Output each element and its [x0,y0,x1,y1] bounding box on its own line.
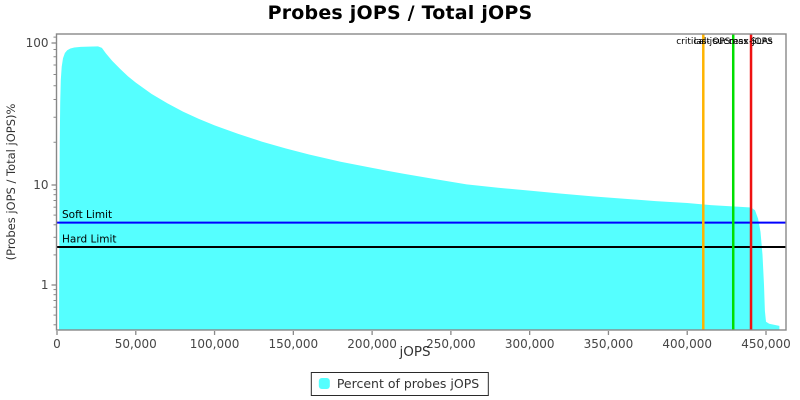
limit-label-hard-limit: Hard Limit [62,233,117,245]
y-tick-label: 1 [41,278,49,292]
limit-label-soft-limit: Soft Limit [62,209,112,221]
y-tick-label: 10 [33,178,48,192]
chart-title: Probes jOPS / Total jOPS [267,2,533,24]
x-tick-label: 400,000 [662,337,712,351]
x-tick-label: 450,000 [741,337,791,351]
x-tick-label: 300,000 [505,337,555,351]
plot-border [55,33,787,331]
marker-label-critical-jops: critical-jOPS [676,37,730,47]
legend-swatch-icon [318,378,330,389]
x-tick-label: 250,000 [426,337,476,351]
x-tick-label: 200,000 [347,337,397,351]
x-tick-label: 150,000 [269,337,319,351]
x-tick-label: 350,000 [584,337,634,351]
x-tick-label: 0 [53,337,61,351]
x-axis-label: jOPS [398,344,430,360]
legend: Percent of probes jOPS [310,372,490,396]
legend-label: Percent of probes jOPS [336,376,480,391]
y-axis-label: (Probes jOPS / Total jOPS)% [4,104,18,261]
marker-label-max-jops: max-jOPS [729,37,773,47]
x-tick-label: 100,000 [190,337,240,351]
y-tick-label: 100 [26,36,49,50]
area-series-percent-of-probes-jops [59,46,780,331]
x-tick-label: 50,000 [115,337,157,351]
marker-label-last-success-slas: last success SLAs [694,37,773,47]
